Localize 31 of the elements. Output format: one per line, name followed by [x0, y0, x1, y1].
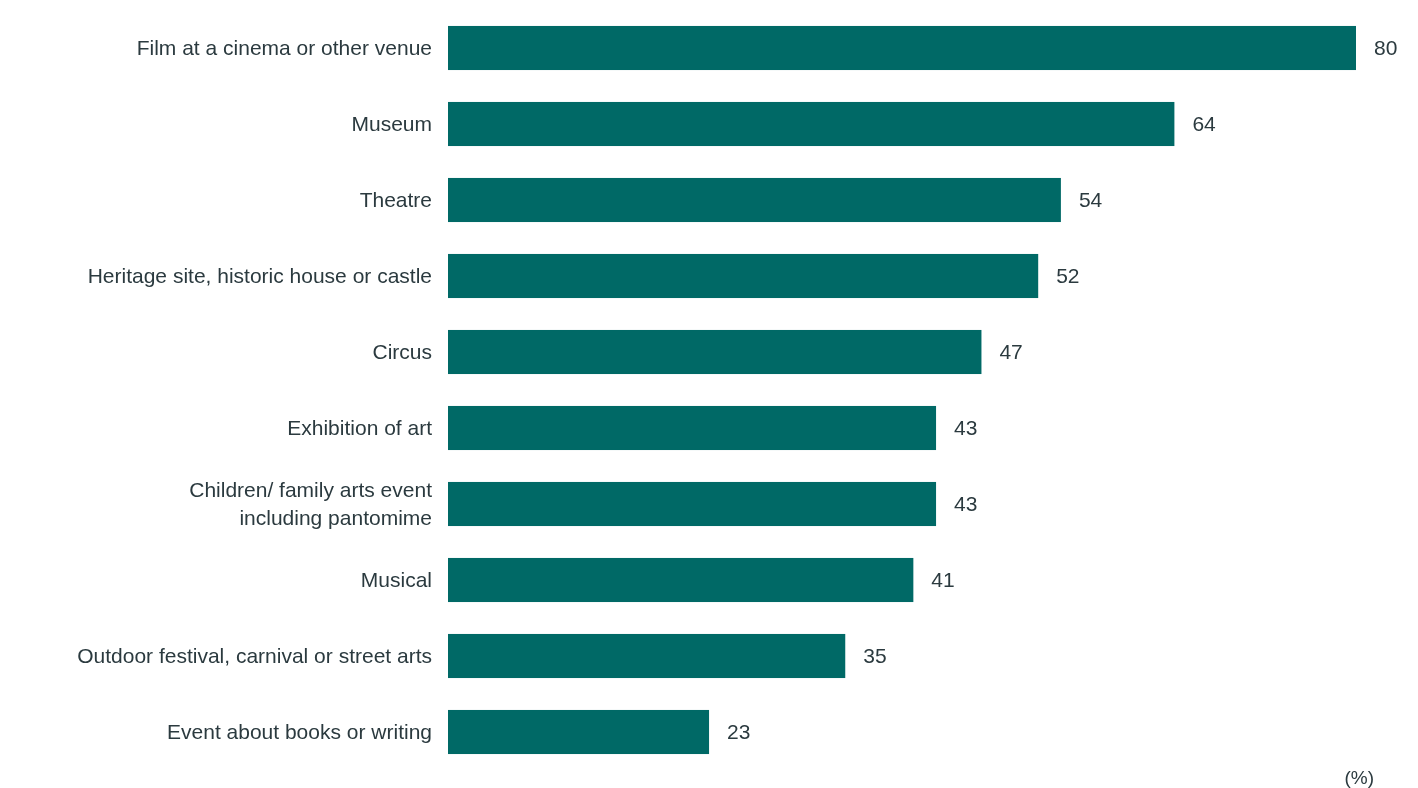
bar	[448, 253, 1039, 299]
y-tick-label: Circus	[372, 340, 432, 364]
y-tick-label: Event about books or writing	[167, 720, 432, 744]
data-label: 54	[1078, 188, 1103, 212]
bar	[448, 709, 710, 755]
y-tick-label: Musical	[360, 568, 432, 592]
bar	[448, 633, 846, 679]
y-tick-label: Outdoor festival, carnival or street arts	[77, 644, 432, 668]
y-tick-label: Theatre	[359, 188, 432, 212]
y-tick-label: Museum	[351, 112, 432, 136]
data-label: 43	[954, 416, 978, 440]
data-label: 43	[954, 492, 978, 516]
data-label: 47	[999, 340, 1023, 364]
y-tick-label: Exhibition of art	[287, 416, 433, 440]
data-label: 80	[1374, 36, 1398, 60]
bar	[448, 101, 1175, 147]
bar	[448, 557, 914, 603]
y-tick-label: Film at a cinema or other venue	[136, 36, 432, 60]
bar	[448, 329, 982, 375]
y-tick-label: Children/ family arts event including pantomime	[189, 478, 433, 530]
data-label: 35	[863, 644, 887, 668]
data-label: 23	[727, 720, 751, 744]
annotation: (%)	[1344, 767, 1374, 788]
bar	[448, 177, 1061, 223]
bar	[448, 25, 1356, 71]
data-label: 41	[931, 568, 955, 592]
y-tick-label: Heritage site, historic house or castle	[87, 264, 432, 288]
data-label: 64	[1192, 112, 1217, 136]
bar	[448, 405, 937, 451]
data-label: 52	[1056, 264, 1080, 288]
bar	[448, 481, 937, 527]
